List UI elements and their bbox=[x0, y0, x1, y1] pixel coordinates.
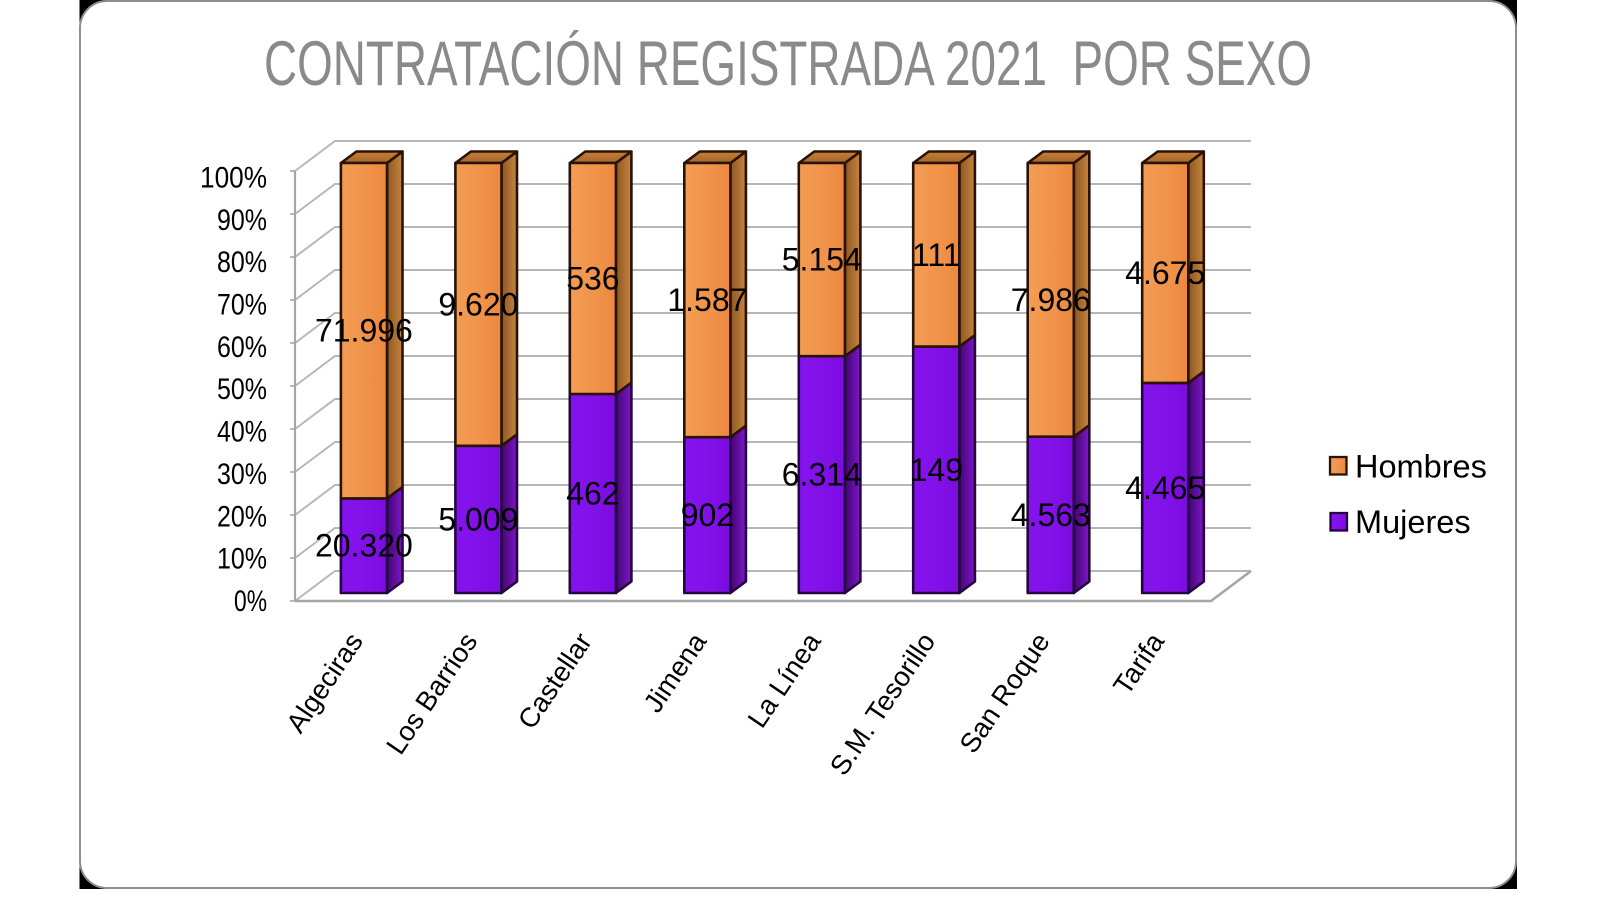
svg-text:40%: 40% bbox=[217, 416, 267, 449]
svg-text:70%: 70% bbox=[217, 289, 267, 322]
svg-text:9.620: 9.620 bbox=[438, 286, 518, 322]
svg-text:4.563: 4.563 bbox=[1011, 497, 1091, 533]
svg-text:90%: 90% bbox=[217, 204, 267, 237]
svg-text:60%: 60% bbox=[217, 331, 267, 364]
svg-text:5.154: 5.154 bbox=[782, 242, 862, 278]
svg-text:6.314: 6.314 bbox=[782, 457, 862, 493]
svg-text:0%: 0% bbox=[234, 585, 267, 618]
svg-text:7.986: 7.986 bbox=[1011, 282, 1091, 318]
svg-text:80%: 80% bbox=[217, 246, 267, 279]
svg-text:1.587: 1.587 bbox=[667, 282, 747, 318]
svg-text:50%: 50% bbox=[217, 373, 267, 406]
svg-text:20.320: 20.320 bbox=[315, 528, 413, 564]
svg-text:Hombres: Hombres bbox=[1355, 449, 1487, 485]
svg-text:30%: 30% bbox=[217, 458, 267, 491]
svg-text:4.465: 4.465 bbox=[1125, 470, 1205, 506]
svg-text:462: 462 bbox=[566, 476, 619, 512]
svg-text:111: 111 bbox=[912, 237, 961, 273]
svg-text:536: 536 bbox=[566, 261, 619, 297]
svg-text:CONTRATACIÓN REGISTRADA 2021: CONTRATACIÓN REGISTRADA 2021 POR SEXO bbox=[264, 29, 1312, 99]
svg-text:149: 149 bbox=[910, 452, 963, 488]
svg-text:902: 902 bbox=[681, 497, 734, 533]
svg-text:4.675: 4.675 bbox=[1125, 255, 1205, 291]
svg-text:100%: 100% bbox=[200, 162, 267, 195]
svg-text:10%: 10% bbox=[217, 543, 267, 576]
svg-text:20%: 20% bbox=[217, 500, 267, 533]
svg-text:5.009: 5.009 bbox=[438, 501, 518, 537]
svg-text:71.996: 71.996 bbox=[315, 313, 413, 349]
svg-text:Mujeres: Mujeres bbox=[1355, 504, 1471, 540]
